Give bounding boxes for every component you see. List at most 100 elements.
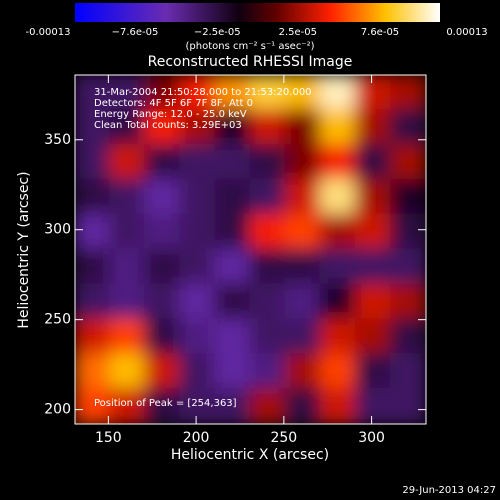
heat-cell xyxy=(144,248,182,286)
heat-cell xyxy=(144,353,182,391)
heat-cell xyxy=(75,388,112,424)
heat-cell xyxy=(109,178,147,216)
heat-cell xyxy=(284,353,322,391)
heat-cell xyxy=(109,318,147,356)
heat-cell xyxy=(214,108,252,146)
heat-cell xyxy=(179,388,217,424)
heat-cell xyxy=(75,213,112,251)
heat-cell xyxy=(75,143,112,181)
annotation: Clean Total counts: 3.29E+03 xyxy=(94,120,242,131)
heat-cell xyxy=(284,318,322,356)
heat-cell xyxy=(389,353,426,391)
heat-cell xyxy=(354,388,392,424)
heat-cell xyxy=(144,75,182,111)
x-tick-label: 300 xyxy=(358,430,385,446)
heat-cell xyxy=(214,248,252,286)
heat-cell xyxy=(179,353,217,391)
heat-cell xyxy=(179,108,217,146)
colorbar xyxy=(75,3,440,22)
y-tick-label: 350 xyxy=(44,132,71,148)
heat-cell xyxy=(109,353,147,391)
heat-cell xyxy=(319,388,357,424)
heat-cell xyxy=(75,75,112,111)
colorbar-tick-label: 0.00013 xyxy=(446,27,487,38)
annotation: Detectors: 4F 5F 6F 7F 8F, Att 0 xyxy=(94,98,253,109)
chart-title: Reconstructed RHESSI Image xyxy=(148,54,353,70)
heat-cell xyxy=(284,75,322,111)
heat-cell xyxy=(354,213,392,251)
heat-cell xyxy=(179,213,217,251)
x-tick-label: 150 xyxy=(95,430,122,446)
heat-cell xyxy=(249,75,287,111)
heat-cell xyxy=(389,178,426,216)
annotation: 31-Mar-2004 21:50:28.000 to 21:53:20.000 xyxy=(94,87,312,98)
annotations: 31-Mar-2004 21:50:28.000 to 21:53:20.000… xyxy=(94,87,312,131)
colorbar-tick-label: −7.6e-05 xyxy=(112,27,159,38)
heat-cell xyxy=(144,318,182,356)
heat-cell xyxy=(319,108,357,146)
heat-cell xyxy=(354,353,392,391)
heat-cell xyxy=(249,108,287,146)
heat-cell xyxy=(214,318,252,356)
heat-cell xyxy=(389,108,426,146)
heat-cell xyxy=(144,108,182,146)
y-tick-label: 300 xyxy=(44,222,71,238)
heat-cell xyxy=(179,143,217,181)
heat-cell xyxy=(284,248,322,286)
heat-cell xyxy=(284,108,322,146)
colorbar-tick-label: −2.5e-05 xyxy=(194,27,241,38)
heat-cell xyxy=(75,318,112,356)
heat-cell xyxy=(284,178,322,216)
heat-cell xyxy=(75,178,112,216)
heat-cell xyxy=(144,178,182,216)
heat-cell xyxy=(214,283,252,321)
heat-cell xyxy=(75,283,112,321)
heat-cell xyxy=(249,248,287,286)
heat-cell xyxy=(284,283,322,321)
heat-cell xyxy=(249,143,287,181)
heat-cell xyxy=(354,143,392,181)
heat-cell xyxy=(249,178,287,216)
heat-cell xyxy=(354,248,392,286)
heat-cell xyxy=(109,75,147,111)
heat-cell xyxy=(214,353,252,391)
heat-cell xyxy=(144,213,182,251)
heat-cell xyxy=(144,283,182,321)
heat-cell xyxy=(354,283,392,321)
heat-cell xyxy=(144,143,182,181)
heat-cell xyxy=(109,283,147,321)
heat-cell xyxy=(249,283,287,321)
colorbar-tick-label: 2.5e-05 xyxy=(279,27,317,38)
heat-cell xyxy=(354,108,392,146)
y-axis-title: Heliocentric Y (arcsec) xyxy=(16,171,32,328)
heat-cell xyxy=(249,353,287,391)
heat-cell xyxy=(319,353,357,391)
y-tick-label: 250 xyxy=(44,312,71,328)
heat-cell xyxy=(284,213,322,251)
heat-cell xyxy=(389,388,426,424)
heat-cell xyxy=(319,318,357,356)
heat-cell xyxy=(354,178,392,216)
heat-cell xyxy=(319,75,357,111)
heat-cell xyxy=(319,178,357,216)
heatmap xyxy=(75,75,426,424)
heat-cell xyxy=(319,213,357,251)
peak-label: Position of Peak = [254,363] xyxy=(94,398,237,409)
heat-cell xyxy=(109,143,147,181)
x-tick-label: 200 xyxy=(183,430,210,446)
heat-cell xyxy=(284,143,322,181)
heat-cell xyxy=(389,283,426,321)
heat-cell xyxy=(389,143,426,181)
heat-cell xyxy=(179,75,217,111)
timestamp: 29-Jun-2013 04:27 xyxy=(402,485,496,496)
heat-cell xyxy=(214,388,252,424)
heat-cell xyxy=(319,283,357,321)
heat-cell xyxy=(389,213,426,251)
heat-cell xyxy=(109,248,147,286)
heat-cell xyxy=(389,75,426,111)
x-axis-title: Heliocentric X (arcsec) xyxy=(171,447,329,463)
heat-cell xyxy=(319,248,357,286)
heat-cell xyxy=(179,178,217,216)
